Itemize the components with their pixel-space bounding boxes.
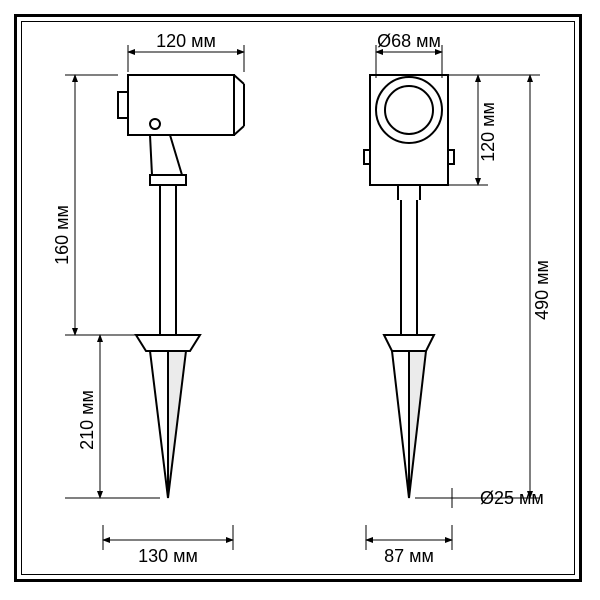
dim-side-160: 160 мм	[52, 205, 72, 265]
front-view	[364, 75, 454, 498]
dim-side-top: 120 мм	[156, 31, 216, 51]
side-view	[118, 75, 244, 498]
dim-side-bottom: 130 мм	[138, 546, 198, 566]
dim-side-210: 210 мм	[77, 390, 97, 450]
dim-front-490: 490 мм	[532, 260, 552, 320]
dim-front-120: 120 мм	[478, 102, 498, 162]
dim-front-bottom: 87 мм	[384, 546, 434, 566]
technical-drawing: 120 мм 130 мм 160 мм 210 мм Ø68 мм 87 мм…	[0, 0, 600, 600]
dim-front-d25: Ø25 мм	[480, 488, 544, 508]
dim-front-top: Ø68 мм	[377, 31, 441, 51]
